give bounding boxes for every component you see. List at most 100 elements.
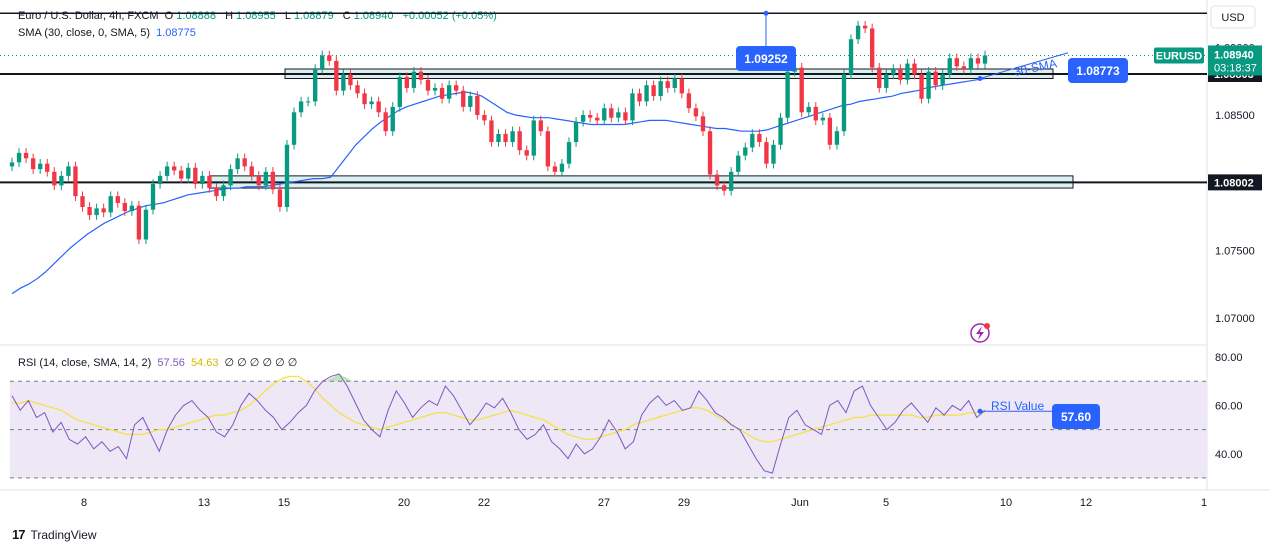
candle xyxy=(665,76,670,93)
candle-body xyxy=(313,69,318,102)
candle-body xyxy=(411,71,417,88)
candle xyxy=(862,20,868,34)
candle-body xyxy=(623,112,628,121)
candle xyxy=(418,66,424,85)
candle-body xyxy=(552,166,558,172)
candle-body xyxy=(855,25,861,40)
candle xyxy=(228,164,233,191)
candle xyxy=(101,203,106,218)
candle xyxy=(926,66,931,104)
rsi-tag: 57.60 xyxy=(1061,410,1091,424)
candle-body xyxy=(291,112,297,145)
rsi-tick-label: 80.00 xyxy=(1215,352,1243,364)
candle-body xyxy=(38,163,43,170)
candle xyxy=(919,69,924,104)
candle xyxy=(961,61,967,74)
candle xyxy=(877,62,882,93)
peak-tag-bg xyxy=(736,46,796,71)
rsi-tick-label: 40.00 xyxy=(1215,449,1243,461)
candle xyxy=(566,137,572,169)
candle xyxy=(362,88,367,109)
candle xyxy=(891,64,896,80)
candle-body xyxy=(531,120,536,156)
candle xyxy=(468,91,473,112)
candle xyxy=(171,161,177,176)
candle-body xyxy=(298,101,304,113)
currency-label: USD xyxy=(1221,12,1244,24)
candle-body xyxy=(580,115,586,122)
candle xyxy=(651,80,656,101)
candle-body xyxy=(834,131,840,145)
sma-line xyxy=(11,77,986,295)
candle-body xyxy=(757,133,762,143)
candle xyxy=(52,167,57,191)
candle-body xyxy=(108,196,113,213)
rsi-line xyxy=(11,373,986,474)
candle xyxy=(355,80,360,99)
candle-body xyxy=(743,147,748,156)
candle-body xyxy=(877,67,882,88)
candle-body xyxy=(679,78,684,94)
candle-body xyxy=(228,169,233,186)
candle-body xyxy=(729,171,734,191)
candle-body xyxy=(693,108,699,117)
candle-body xyxy=(284,144,290,207)
currency-button[interactable] xyxy=(1210,5,1256,29)
candle-body xyxy=(566,142,572,164)
candle xyxy=(9,157,15,172)
candle xyxy=(108,191,113,218)
rsi-tick-label: 60.00 xyxy=(1215,400,1243,412)
candle xyxy=(305,96,311,107)
candle xyxy=(609,103,614,123)
rsi-tag-bg xyxy=(1052,404,1100,429)
candle xyxy=(341,69,346,96)
candle-body xyxy=(468,96,473,107)
candle-body xyxy=(305,101,311,103)
candle-body xyxy=(954,58,959,67)
candle-body xyxy=(461,90,466,107)
rsi-sma-line xyxy=(12,375,985,443)
candle xyxy=(87,202,92,220)
candle-body xyxy=(587,115,593,118)
candle-body xyxy=(573,121,579,143)
candle-body xyxy=(665,81,670,88)
candle-body xyxy=(376,101,381,113)
candle-body xyxy=(559,163,565,172)
lightning-icon[interactable] xyxy=(970,323,990,343)
candle-body xyxy=(947,58,952,75)
candle xyxy=(214,183,219,201)
level-tag-low-bg xyxy=(1208,174,1262,191)
peak-dot xyxy=(763,10,769,16)
candle xyxy=(348,69,353,90)
candle-body xyxy=(327,55,332,61)
candle xyxy=(383,107,388,136)
candle xyxy=(59,171,64,191)
candle-body xyxy=(616,112,621,118)
candle xyxy=(975,53,981,69)
candle-body xyxy=(651,85,656,97)
candle xyxy=(461,85,466,112)
chart-canvas[interactable]: USD 1.090001.085001.075001.0700080.0060.… xyxy=(0,0,1275,520)
candle-body xyxy=(87,207,92,216)
candle-body xyxy=(778,117,783,145)
candle xyxy=(432,83,438,96)
candle xyxy=(545,126,551,172)
candle-body xyxy=(164,166,170,176)
candle xyxy=(855,20,861,44)
candle xyxy=(122,198,127,216)
sma-tag-bg xyxy=(1068,58,1128,83)
candle xyxy=(517,126,522,155)
candle-body xyxy=(750,133,755,148)
candle xyxy=(510,126,515,147)
candle-body xyxy=(171,166,177,171)
candle-body xyxy=(644,85,649,102)
candle xyxy=(80,191,85,212)
candle xyxy=(679,73,684,99)
candle xyxy=(397,72,402,112)
time-tick-label: 27 xyxy=(598,497,610,509)
candle xyxy=(870,23,875,73)
candle xyxy=(573,117,579,147)
footer-brand[interactable]: 17 TradingView xyxy=(12,527,97,542)
candle xyxy=(559,158,565,177)
candle-body xyxy=(80,196,85,207)
